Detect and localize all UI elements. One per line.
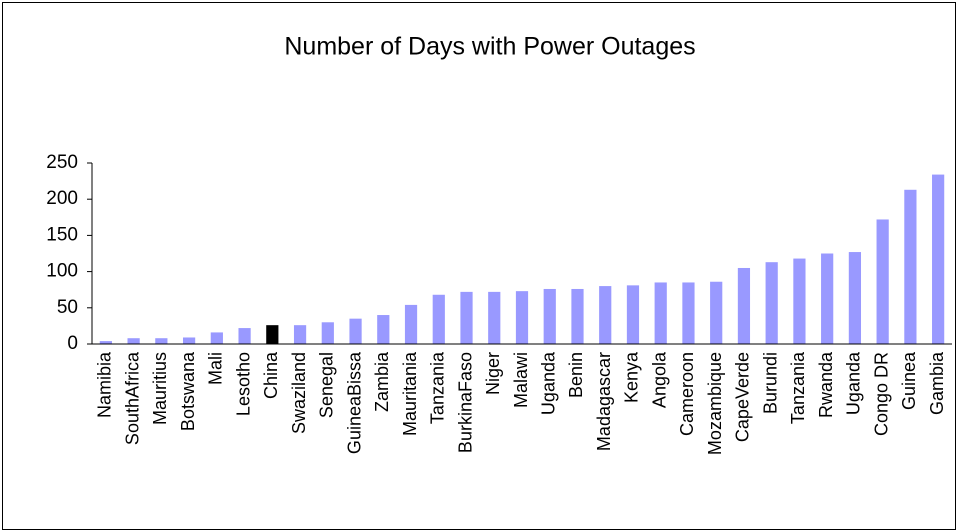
bar [765, 262, 778, 344]
bar [904, 189, 917, 344]
bar [99, 341, 112, 344]
bar [848, 252, 862, 344]
x-tick-label: Mauritania [400, 351, 420, 436]
bar [349, 318, 362, 344]
x-tick-label: Niger [483, 352, 503, 395]
x-tick-label: Mauritius [150, 352, 170, 425]
bar [266, 325, 279, 344]
x-tick-label: Burundi [760, 352, 780, 414]
y-tick-label: 150 [46, 224, 78, 245]
bar [377, 315, 390, 344]
bar [876, 219, 889, 344]
x-tick-label: Tanzania [788, 351, 808, 424]
x-tick-label: BurkinaFaso [455, 352, 475, 453]
x-tick-label: GuineaBissa [344, 351, 364, 454]
bar [488, 291, 501, 344]
bar [182, 337, 196, 344]
bar [710, 281, 723, 344]
bar [571, 288, 584, 344]
x-tick-label: Uganda [538, 351, 558, 415]
x-tick-label: Mali [206, 352, 226, 385]
chart-title: Number of Days with Power Outages [284, 33, 695, 61]
bar [682, 282, 695, 344]
x-tick-label: CapeVerde [733, 352, 753, 442]
x-tick-label: SouthAfrica [122, 351, 142, 445]
x-tick-label: Benin [566, 352, 586, 398]
y-tick-label: 50 [57, 297, 78, 318]
x-tick-label: Madagascar [594, 352, 614, 451]
bar [654, 282, 667, 344]
bar [932, 174, 945, 344]
bar [155, 338, 168, 344]
bar [821, 253, 834, 344]
x-tick-label: Uganda [844, 351, 864, 415]
x-tick-label: Gambia [927, 351, 947, 415]
x-tick-label: Lesotho [233, 352, 253, 416]
bar [127, 338, 140, 344]
bar [210, 332, 223, 344]
x-tick-label: Cameroon [677, 352, 697, 436]
x-tick-label: Tanzania [428, 351, 448, 424]
bar [543, 288, 556, 344]
y-tick-label: 100 [46, 261, 78, 282]
x-tick-label: Mozambique [705, 352, 725, 455]
bar [238, 328, 251, 344]
x-tick-label: Swaziland [289, 352, 309, 434]
x-tick-label: Kenya [622, 351, 642, 403]
bar [626, 285, 640, 344]
bar [793, 258, 806, 344]
y-tick-label: 250 [46, 152, 78, 173]
bar [515, 291, 529, 344]
x-tick-label: Angola [649, 351, 669, 408]
bar [432, 294, 445, 344]
y-tick-label: 200 [46, 188, 78, 209]
bar [404, 304, 418, 344]
bar [599, 286, 612, 344]
bar [293, 325, 307, 344]
x-tick-label: Senegal [317, 352, 337, 418]
bar [737, 267, 751, 344]
x-tick-label: Zambia [372, 351, 392, 412]
x-tick-label: Namibia [95, 351, 115, 418]
x-tick-label: Congo DR [871, 352, 891, 436]
x-tick-label: China [261, 351, 281, 399]
x-tick-label: Guinea [899, 351, 919, 410]
bar [321, 322, 334, 344]
y-tick-label: 0 [67, 333, 78, 354]
x-tick-label: Malawi [511, 352, 531, 408]
bar [460, 291, 473, 344]
x-tick-label: Botswana [178, 351, 198, 431]
x-tick-label: Rwanda [816, 351, 836, 418]
